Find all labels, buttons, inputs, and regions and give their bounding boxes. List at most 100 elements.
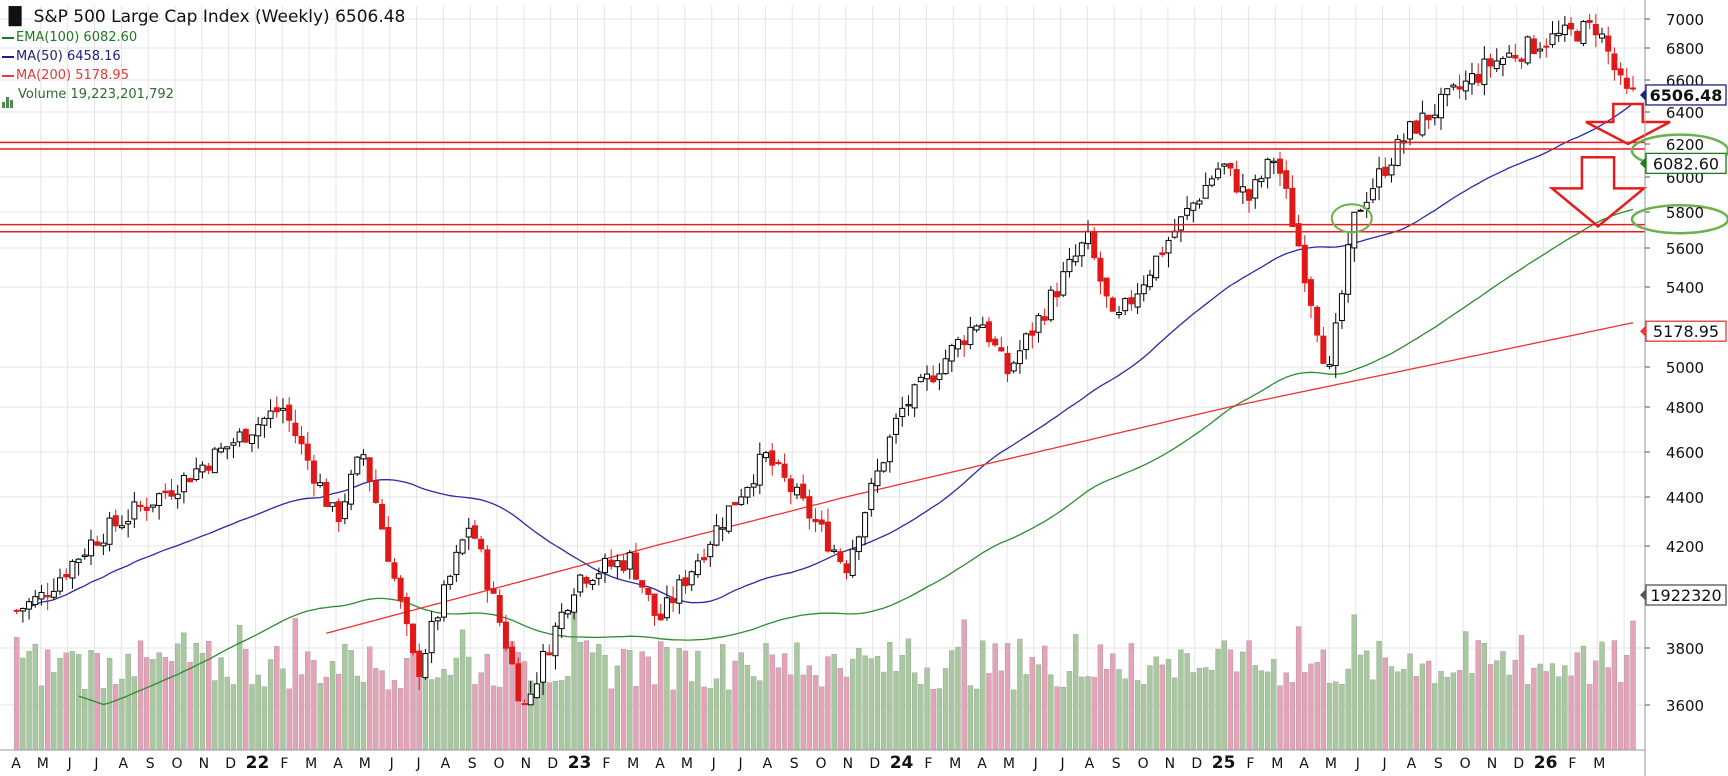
candle-body	[149, 504, 156, 508]
volume-bar	[769, 654, 775, 751]
candle-body	[1468, 73, 1475, 85]
volume-value: 19,223,201,792	[70, 87, 174, 102]
time-tick-label: A	[441, 756, 451, 772]
volume-bar	[1605, 667, 1611, 751]
volume-bar	[651, 684, 658, 751]
candle-body	[775, 462, 782, 465]
candle-body	[1493, 60, 1500, 70]
time-tick-label: A	[977, 756, 987, 772]
candle-body	[348, 473, 355, 505]
candle-body	[1611, 53, 1618, 71]
time-tick-label: N	[521, 756, 531, 772]
candle-body	[502, 621, 509, 649]
price-tick-label: 3600	[1666, 697, 1704, 715]
volume-bar	[20, 657, 26, 751]
volume-bar	[1165, 658, 1172, 751]
volume-bar	[670, 689, 676, 751]
time-tick-label: J	[737, 756, 742, 772]
volume-bar	[1364, 650, 1370, 751]
candle-body	[422, 653, 429, 679]
candle-body	[1425, 114, 1432, 121]
volume-bar	[168, 661, 175, 751]
candle-body	[1605, 35, 1612, 52]
price-tick-label: 6200	[1666, 136, 1704, 154]
price-badge-label: 6082.60	[1653, 154, 1719, 173]
volume-bar	[1382, 657, 1388, 751]
volume-bar	[397, 687, 404, 751]
candle-body	[868, 482, 875, 510]
volume-bar	[1023, 674, 1029, 751]
candle-body	[1016, 350, 1023, 365]
candle-body	[366, 457, 373, 482]
candle-body	[651, 593, 658, 616]
candle-body	[224, 446, 231, 450]
candle-body	[1345, 244, 1352, 295]
volume-bar	[1617, 682, 1624, 751]
price-tick-label: 5800	[1666, 204, 1704, 222]
volume-label: Volume	[18, 87, 67, 102]
volume-bar	[1531, 667, 1537, 751]
volume-bar	[1469, 673, 1475, 751]
candle-body	[800, 483, 807, 499]
volume-bar	[280, 668, 286, 751]
candle-body	[769, 450, 776, 466]
volume-bar	[1481, 643, 1488, 751]
volume-bar	[32, 643, 38, 751]
legend-ma200: MA(200) 5178.95	[2, 66, 405, 85]
time-tick-label: O	[494, 756, 505, 772]
volume-bar	[949, 650, 955, 751]
volume-bar	[1203, 667, 1209, 751]
candle-body	[849, 548, 856, 576]
candle-body	[831, 549, 838, 552]
candle-body	[837, 551, 844, 563]
candle-body	[1444, 88, 1451, 96]
candle-body	[1574, 31, 1581, 42]
volume-bar	[497, 686, 503, 751]
volume-bar	[466, 656, 472, 751]
candle-body	[961, 340, 968, 346]
candle-body	[143, 506, 150, 511]
volume-bar	[1395, 671, 1401, 751]
candle-body	[936, 373, 943, 380]
candle-body	[967, 326, 974, 345]
volume-bar	[899, 655, 905, 751]
volume-bar	[249, 684, 255, 751]
volume-bar	[44, 649, 51, 751]
volume-bar	[63, 652, 69, 751]
candle-body	[1599, 33, 1606, 39]
volume-bar	[546, 682, 552, 751]
candle-body	[69, 560, 76, 579]
candle-body	[211, 448, 218, 474]
candle-body	[1456, 86, 1463, 90]
candle-body	[899, 407, 906, 418]
legend-volume: Volume 19,223,201,792	[2, 85, 405, 108]
candle-body	[1122, 298, 1129, 312]
legend-title-row: ▐▌ S&P 500 Large Cap Index (Weekly) 6506…	[2, 6, 405, 28]
candle-body	[193, 468, 200, 481]
time-tick-label: J	[1355, 756, 1360, 772]
volume-bar	[812, 675, 819, 751]
candle-body	[917, 376, 924, 383]
volume-bar	[1611, 640, 1618, 751]
candle-body	[249, 434, 256, 445]
candle-body	[403, 596, 410, 625]
candle-body	[509, 646, 516, 665]
candle-body	[1561, 24, 1568, 36]
candle-body	[1208, 178, 1215, 186]
volume-bar	[1252, 665, 1258, 751]
volume-bar	[1029, 657, 1035, 751]
candle-body	[1097, 257, 1104, 282]
candle-body	[372, 480, 379, 503]
candle-body	[1035, 315, 1042, 333]
volume-bar	[125, 653, 131, 751]
candle-body	[397, 577, 404, 601]
ma200-swatch-icon	[2, 74, 14, 77]
volume-bar	[342, 644, 348, 751]
candle-body	[1264, 158, 1271, 179]
volume-bar	[1630, 620, 1636, 751]
candle-body	[1184, 207, 1191, 216]
candle-body	[1140, 284, 1147, 295]
legend-ma50: MA(50) 6458.16	[2, 47, 405, 66]
volume-bar	[881, 671, 887, 751]
candle-body	[1307, 279, 1314, 306]
